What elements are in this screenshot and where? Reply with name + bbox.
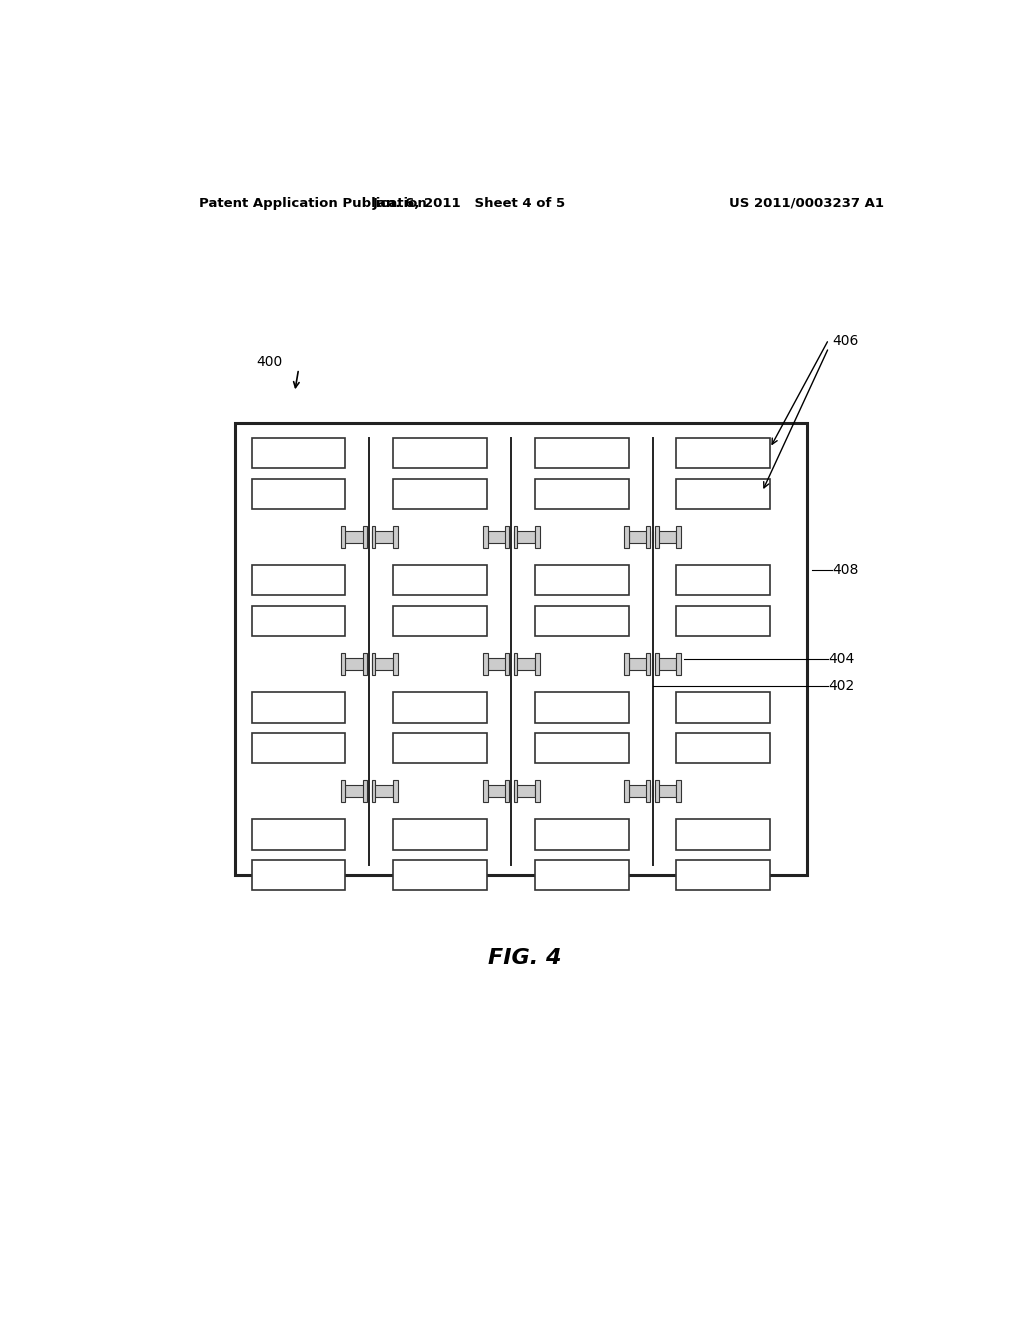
Text: 408: 408 [833, 564, 859, 577]
Bar [677, 565, 770, 595]
Bar [393, 606, 486, 636]
Bar [341, 780, 345, 803]
Bar [372, 780, 376, 803]
Bar [536, 525, 540, 548]
Bar [372, 653, 376, 676]
Bar [677, 525, 681, 548]
Text: Jan. 6, 2011   Sheet 4 of 5: Jan. 6, 2011 Sheet 4 of 5 [373, 197, 566, 210]
Bar [364, 653, 367, 676]
Bar [677, 692, 770, 722]
Text: 402: 402 [828, 680, 855, 693]
Bar [536, 733, 629, 763]
Bar [655, 785, 677, 797]
Bar [364, 525, 367, 548]
Bar [372, 657, 393, 671]
Text: FIG. 4: FIG. 4 [488, 948, 561, 969]
Bar [514, 653, 517, 676]
Bar [393, 818, 486, 850]
Bar [345, 531, 367, 543]
Bar [629, 531, 650, 543]
Bar [536, 606, 629, 636]
Bar [482, 653, 487, 676]
Bar [505, 525, 509, 548]
Bar [655, 657, 677, 671]
Bar [505, 780, 509, 803]
Bar [482, 525, 487, 548]
Bar [252, 438, 345, 469]
Bar [236, 422, 807, 875]
Bar [252, 733, 345, 763]
Bar [487, 785, 509, 797]
Text: 400: 400 [256, 355, 283, 368]
Bar [536, 438, 629, 469]
Bar [252, 479, 345, 510]
Bar [514, 525, 517, 548]
Bar [646, 780, 650, 803]
Bar [393, 438, 486, 469]
Bar [677, 859, 770, 890]
Bar [655, 653, 658, 676]
Bar [393, 653, 397, 676]
Bar [677, 479, 770, 510]
Bar [393, 733, 486, 763]
Bar [345, 657, 367, 671]
Text: 406: 406 [833, 334, 859, 348]
Bar [655, 531, 677, 543]
Bar [372, 531, 393, 543]
Bar [677, 780, 681, 803]
Bar [393, 479, 486, 510]
Bar [372, 785, 393, 797]
Bar [487, 531, 509, 543]
Bar [341, 525, 345, 548]
Bar [536, 780, 540, 803]
Bar [646, 525, 650, 548]
Bar [514, 785, 536, 797]
Bar [252, 692, 345, 722]
Bar [372, 525, 376, 548]
Bar [677, 818, 770, 850]
Bar [393, 780, 397, 803]
Bar [624, 780, 629, 803]
Bar [536, 479, 629, 510]
Bar [629, 657, 650, 671]
Bar [677, 438, 770, 469]
Bar [514, 531, 536, 543]
Bar [393, 565, 486, 595]
Text: US 2011/0003237 A1: US 2011/0003237 A1 [729, 197, 884, 210]
Bar [252, 606, 345, 636]
Bar [487, 657, 509, 671]
Bar [655, 525, 658, 548]
Bar [514, 780, 517, 803]
Bar [345, 785, 367, 797]
Bar [677, 653, 681, 676]
Bar [536, 653, 540, 676]
Bar [341, 653, 345, 676]
Text: 404: 404 [828, 652, 855, 667]
Bar [629, 785, 650, 797]
Bar [393, 525, 397, 548]
Bar [252, 818, 345, 850]
Bar [677, 606, 770, 636]
Bar [252, 859, 345, 890]
Bar [393, 692, 486, 722]
Bar [505, 653, 509, 676]
Bar [536, 692, 629, 722]
Bar [252, 565, 345, 595]
Bar [482, 780, 487, 803]
Bar [536, 859, 629, 890]
Bar [536, 565, 629, 595]
Bar [536, 818, 629, 850]
Bar [364, 780, 367, 803]
Bar [646, 653, 650, 676]
Bar [624, 525, 629, 548]
Text: Patent Application Publication: Patent Application Publication [200, 197, 427, 210]
Bar [514, 657, 536, 671]
Bar [624, 653, 629, 676]
Bar [677, 733, 770, 763]
Bar [655, 780, 658, 803]
Bar [393, 859, 486, 890]
